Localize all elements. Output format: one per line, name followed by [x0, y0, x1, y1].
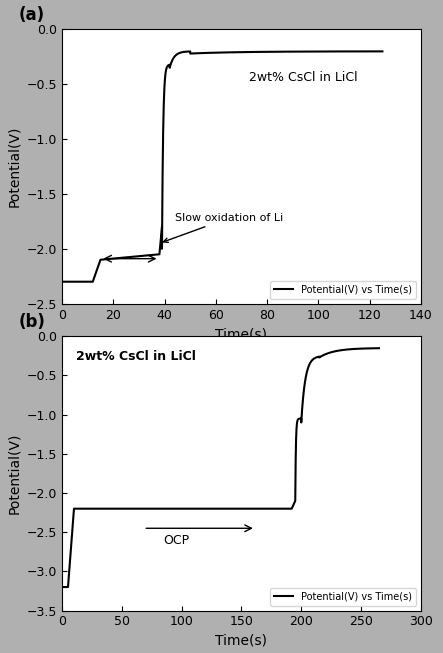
Text: 2wt% CsCl in LiCl: 2wt% CsCl in LiCl	[249, 71, 357, 84]
Legend: Potential(V) vs Time(s): Potential(V) vs Time(s)	[270, 588, 416, 606]
Text: (b): (b)	[19, 313, 46, 331]
Text: OCP: OCP	[164, 534, 190, 547]
Text: Slow oxidation of Li: Slow oxidation of Li	[163, 213, 283, 242]
Y-axis label: Potential(V): Potential(V)	[7, 126, 21, 207]
X-axis label: Time(s): Time(s)	[215, 327, 268, 341]
X-axis label: Time(s): Time(s)	[215, 634, 268, 648]
Legend: Potential(V) vs Time(s): Potential(V) vs Time(s)	[270, 281, 416, 299]
Y-axis label: Potential(V): Potential(V)	[7, 433, 21, 514]
Text: 2wt% CsCl in LiCl: 2wt% CsCl in LiCl	[76, 350, 196, 363]
Text: (a): (a)	[19, 6, 45, 24]
